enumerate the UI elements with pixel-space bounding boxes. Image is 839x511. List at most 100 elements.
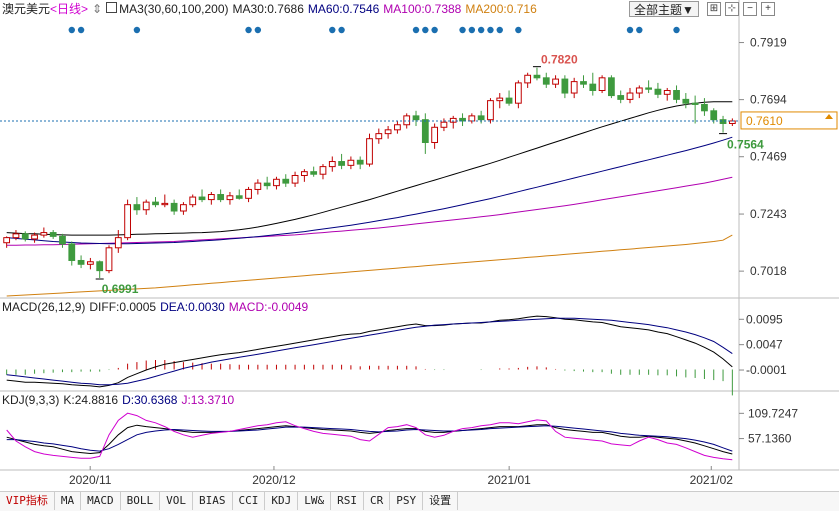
tab-cr[interactable]: CR xyxy=(364,492,391,510)
period-label[interactable]: <日线> xyxy=(50,2,89,16)
candle-body xyxy=(626,92,634,100)
date-tick-label: 2020/11 xyxy=(69,473,112,487)
ma60-value: MA60:0.7546 xyxy=(307,2,380,16)
tab-cci[interactable]: CCI xyxy=(233,492,266,510)
kdj-tick-label: 57.1360 xyxy=(748,432,792,446)
macd-diff-line xyxy=(6,315,733,388)
candle-body xyxy=(663,90,671,95)
zoom-in-icon[interactable]: + xyxy=(761,2,775,16)
candle-body xyxy=(152,201,159,206)
signal-dot xyxy=(431,26,438,34)
signal-dot xyxy=(412,26,420,34)
candle-body xyxy=(226,195,234,201)
candle-body xyxy=(105,247,113,272)
signal-dot xyxy=(515,26,522,34)
candle-body xyxy=(207,194,215,201)
tab-boll[interactable]: BOLL xyxy=(121,492,161,510)
symbol-label: 澳元美元 xyxy=(2,2,51,16)
signal-dot xyxy=(254,26,262,34)
tab-lw[interactable]: LW& xyxy=(298,492,332,510)
crosshair-icon[interactable]: ⊹ xyxy=(725,2,739,16)
candle-body xyxy=(96,261,104,272)
candle-body xyxy=(701,103,708,112)
tab-macd[interactable]: MACD xyxy=(81,492,121,510)
theme-selector-button[interactable]: 全部主题▼ xyxy=(629,1,699,17)
kdj-name-label: KDJ(9,3,3) xyxy=(2,393,60,407)
candle-body xyxy=(487,100,494,121)
candle-body xyxy=(189,196,197,206)
candle-body xyxy=(561,78,569,94)
signal-dot xyxy=(477,26,485,34)
macd-dea-line xyxy=(6,317,733,386)
signal-dot xyxy=(459,26,466,34)
ma30-value: MA30:0.7686 xyxy=(232,2,304,16)
candle-body xyxy=(533,74,541,79)
macd-name-label: MACD(26,12,9) xyxy=(2,300,86,314)
candle-body xyxy=(235,195,243,199)
tab-kdj[interactable]: KDJ xyxy=(265,492,299,510)
candle-body xyxy=(142,201,150,211)
candle-body xyxy=(719,119,727,124)
tab-ma[interactable]: MA xyxy=(55,492,82,510)
candle-body xyxy=(394,124,401,131)
candle-body xyxy=(3,237,11,244)
candle-body xyxy=(375,133,383,140)
zoom-out-icon[interactable]: − xyxy=(743,2,757,16)
macd-header: MACD(26,12,9) DIFF:0.0005 DEA:0.0030 MACD:-… xyxy=(2,298,312,316)
candle-body xyxy=(440,121,448,128)
kdj-j-value: J:13.3710 xyxy=(181,393,235,407)
kdj-k-value: K:24.8816 xyxy=(63,393,119,407)
tab-vip-indicators[interactable]: VIP指标 xyxy=(0,492,55,510)
candle-body xyxy=(542,77,550,85)
signal-dot xyxy=(468,26,476,34)
tab-rsi[interactable]: RSI xyxy=(331,492,364,510)
candle-body xyxy=(412,115,420,121)
current-price-label: 0.7610 xyxy=(746,114,783,128)
date-tick-label: 2021/02 xyxy=(690,473,734,487)
candle-body xyxy=(338,161,345,166)
candle-body xyxy=(68,243,76,261)
candle-body xyxy=(691,102,699,105)
indicator-tab-bar: VIP指标 MA MACD BOLL VOL BIAS CCI KDJ LW& RSI CR PSY 设… xyxy=(0,491,839,511)
low-label: 0.6991 xyxy=(102,282,139,296)
tab-psy[interactable]: PSY xyxy=(390,492,424,510)
candle-body xyxy=(21,233,29,240)
candle-body xyxy=(710,110,718,121)
candle-body xyxy=(496,97,504,102)
candle-body xyxy=(170,202,178,212)
candle-body xyxy=(645,87,652,90)
signal-dot xyxy=(487,26,494,34)
signal-dot xyxy=(133,26,141,34)
kdj-tick-label: 109.7247 xyxy=(748,406,798,420)
ma100-value: MA100:0.7388 xyxy=(383,2,462,16)
candle-body xyxy=(598,77,606,91)
candle-body xyxy=(161,202,169,206)
candle-body xyxy=(198,196,206,201)
candle-body xyxy=(273,178,280,187)
price-tick-label: 0.7469 xyxy=(750,150,787,164)
chevron-icon[interactable]: ⇕ xyxy=(92,2,103,16)
price-tick-label: 0.7018 xyxy=(750,264,787,278)
candle-body xyxy=(254,182,262,190)
signal-dot xyxy=(496,26,503,34)
candle-body xyxy=(328,161,336,168)
ma60-line xyxy=(6,136,733,245)
candle-body xyxy=(477,115,485,121)
tab-settings[interactable]: 设置 xyxy=(423,492,459,510)
expand-icon[interactable]: ⊞ xyxy=(707,2,721,16)
candle-body xyxy=(245,188,252,199)
candle-body xyxy=(310,171,318,175)
candle-body xyxy=(431,126,439,144)
candle-body xyxy=(319,166,327,175)
kdj-k-line xyxy=(6,424,733,455)
candle-body xyxy=(180,204,187,212)
tab-vol[interactable]: VOL xyxy=(160,492,193,510)
price-tick-label: 0.7243 xyxy=(750,207,787,221)
candle-body xyxy=(673,90,680,100)
ma-settings-icon[interactable] xyxy=(106,2,118,13)
tab-bias[interactable]: BIAS xyxy=(193,492,233,510)
macd-tick-label: -0.0001 xyxy=(746,363,787,377)
ma100-line xyxy=(6,176,733,246)
candle-body xyxy=(217,194,225,201)
signal-dot xyxy=(422,26,429,34)
